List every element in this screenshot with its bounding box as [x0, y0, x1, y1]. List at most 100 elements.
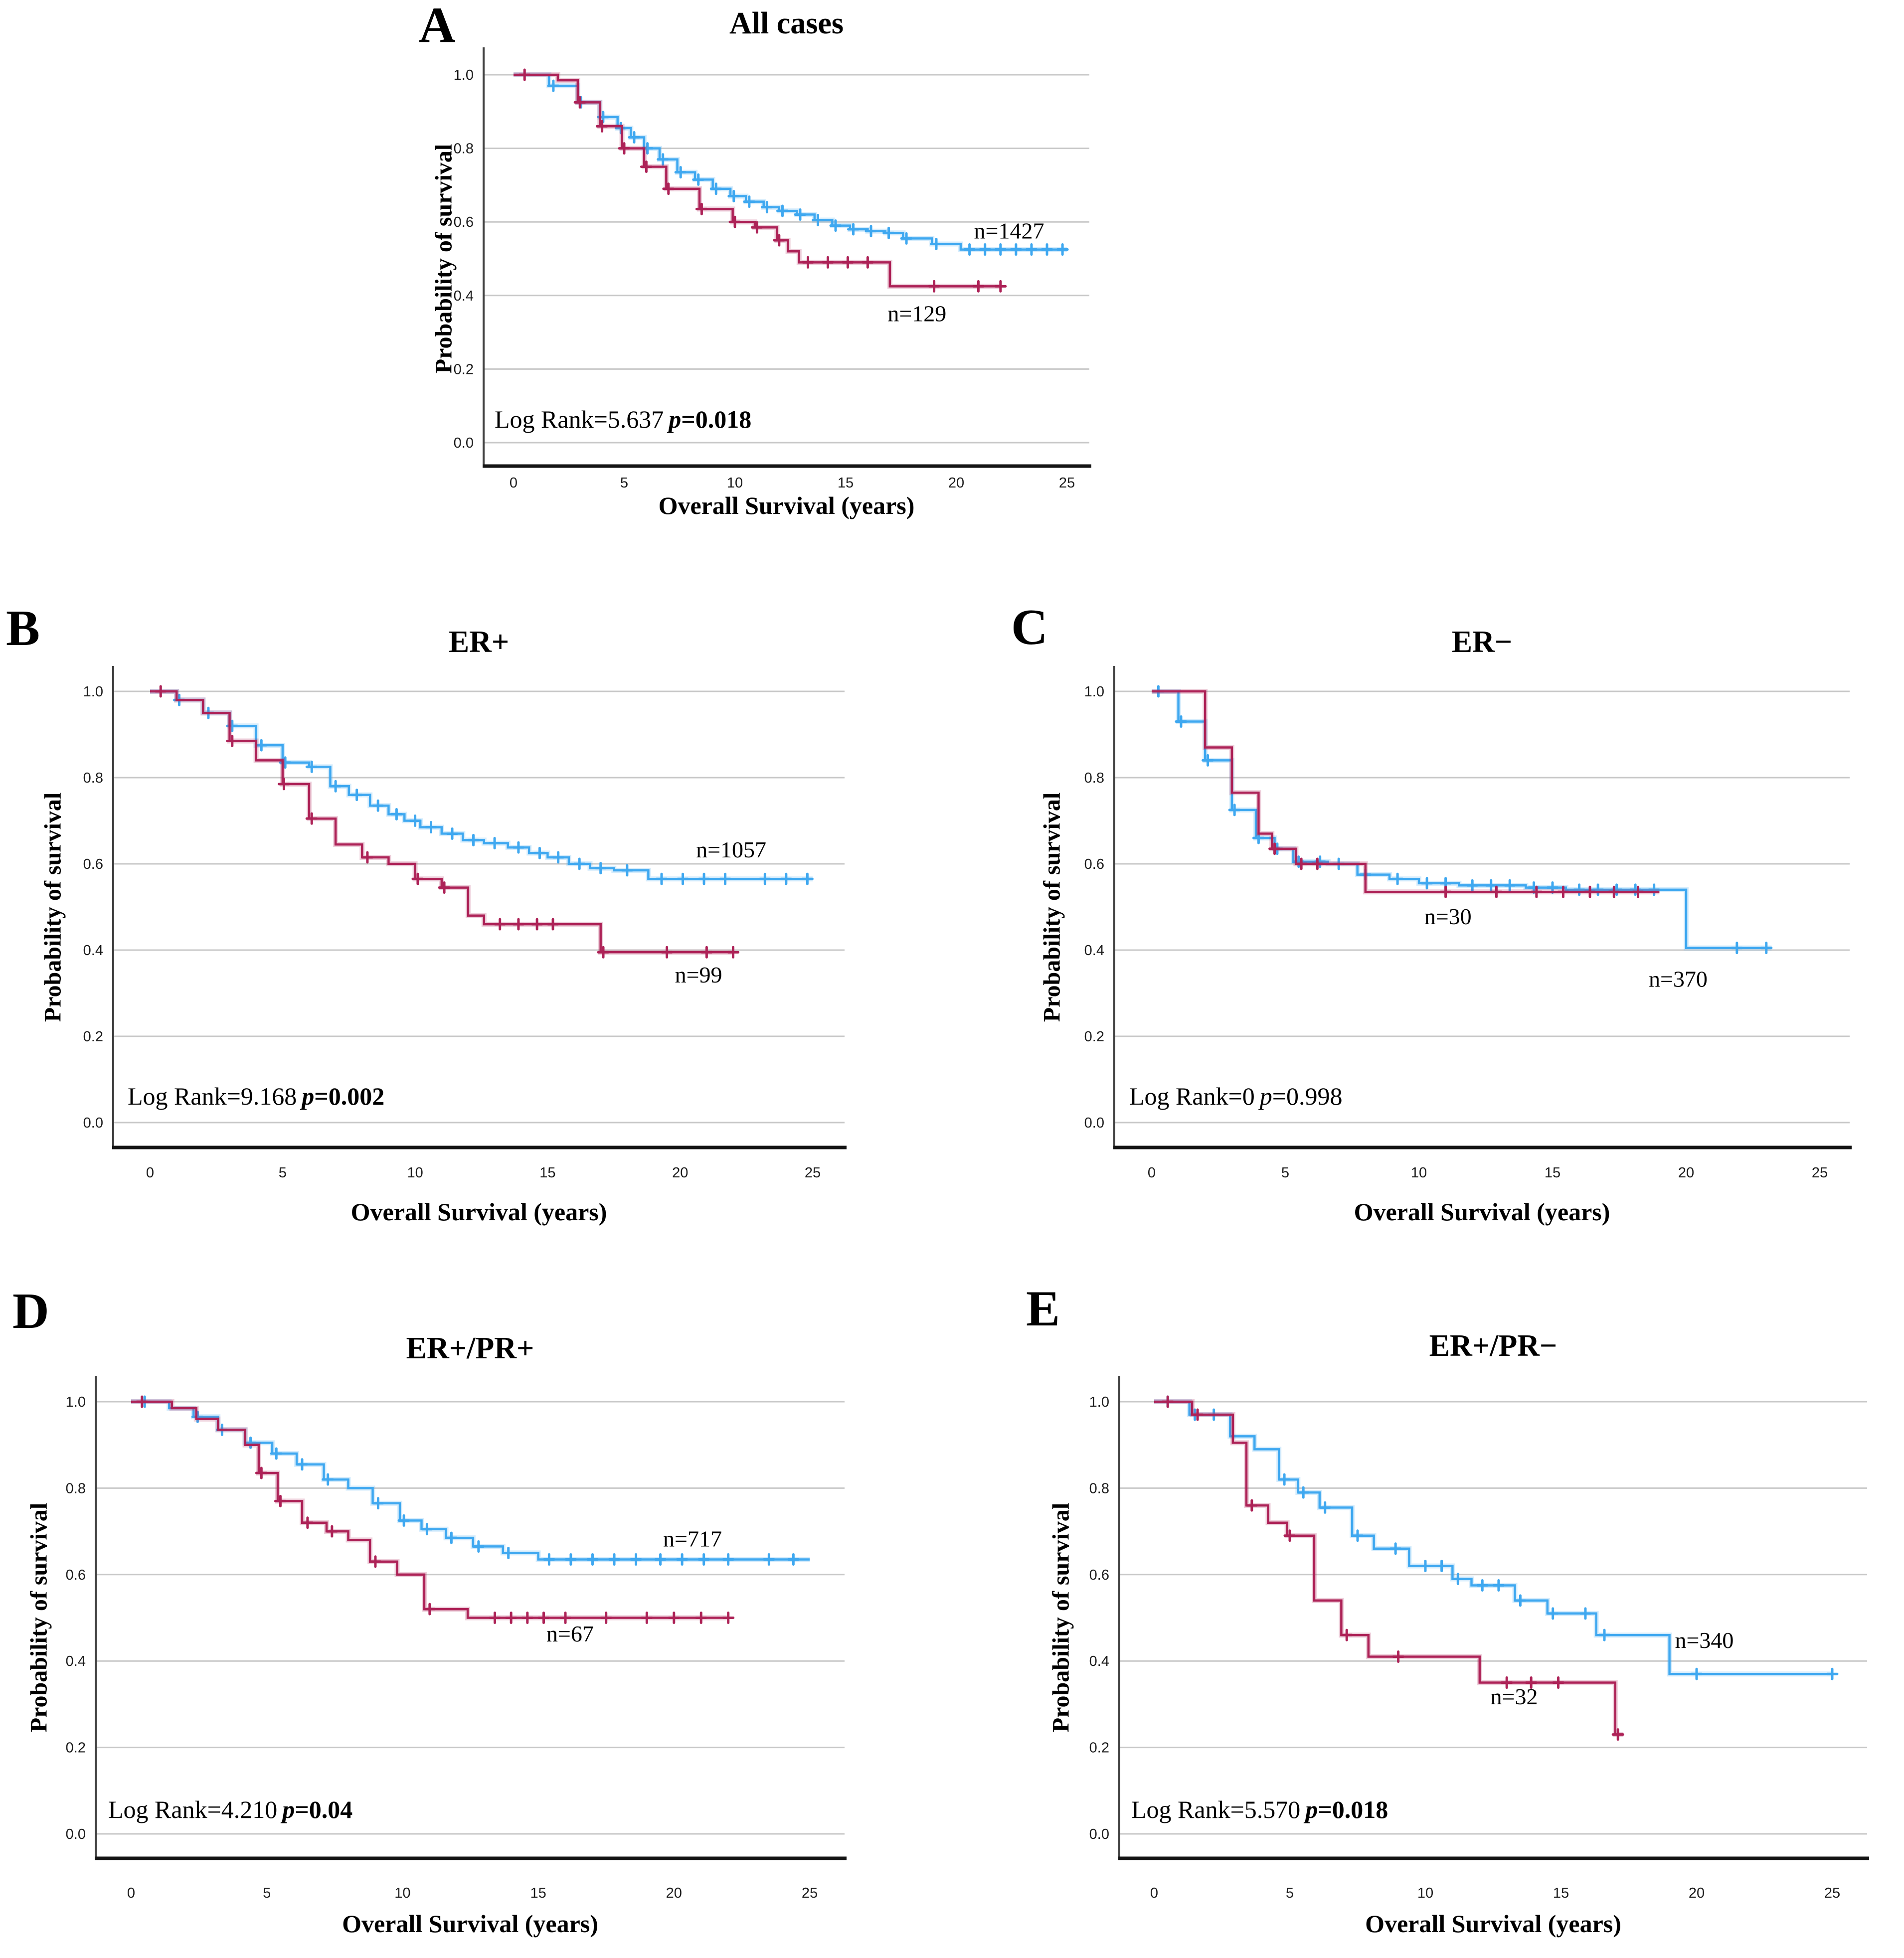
- panel-letter: D: [12, 1283, 49, 1339]
- series-n-label: n=717: [663, 1526, 722, 1551]
- km-plot-er-negative: 0.0 0.2 0.4 0.6 0.8 1.0 0 5 10 15 20 25 n=370 n=30: [1084, 666, 1852, 1181]
- log-rank-annotation: Log Rank=0 p=0.998: [1129, 1082, 1343, 1111]
- y-axis-label: Probability of survival: [430, 144, 457, 374]
- p-symbol: p: [302, 1082, 315, 1110]
- y-axis-label: Probability of survival: [25, 1502, 52, 1733]
- y-tick-label: 1.0: [83, 684, 103, 700]
- p-value: =0.998: [1272, 1082, 1343, 1110]
- y-tick-label: 0.8: [66, 1480, 86, 1496]
- series-n-label: n=99: [675, 962, 722, 987]
- series-n-label: n=67: [546, 1621, 594, 1646]
- x-tick-label: 10: [394, 1885, 410, 1901]
- series-n-label: n=340: [1675, 1628, 1733, 1653]
- y-tick-label: 0.4: [66, 1653, 86, 1669]
- p-value: =0.04: [295, 1795, 353, 1823]
- x-tick-label: 20: [666, 1885, 682, 1901]
- x-axis-label: Overall Survival (years): [342, 1910, 598, 1938]
- x-tick-label: 15: [838, 475, 854, 491]
- survival-curve-red: [1154, 1400, 1624, 1736]
- x-tick-label: 0: [510, 475, 518, 491]
- panel-letter: B: [6, 600, 40, 656]
- panel-letter: A: [419, 0, 456, 53]
- survival-curve-red: [150, 690, 733, 954]
- x-tick-label: 25: [802, 1885, 818, 1901]
- y-tick-label: 1.0: [1089, 1394, 1109, 1410]
- y-tick-label: 1.0: [66, 1394, 86, 1410]
- panel-title: ER+/PR+: [406, 1331, 534, 1365]
- y-tick-label: 0.2: [1084, 1029, 1104, 1045]
- y-tick-label: 0.8: [454, 141, 474, 157]
- x-tick-label: 20: [672, 1165, 688, 1181]
- x-tick-label: 0: [1148, 1165, 1156, 1181]
- x-tick-label: 20: [948, 475, 964, 491]
- log-rank-annotation: Log Rank=5.570 p=0.018: [1131, 1795, 1388, 1824]
- y-tick-label: 0.6: [83, 856, 103, 872]
- y-tick-label: 1.0: [454, 67, 474, 83]
- x-tick-label: 0: [146, 1165, 154, 1181]
- y-tick-label: 0.0: [83, 1115, 103, 1131]
- p-symbol: p: [282, 1795, 295, 1823]
- panel-title: ER−: [1451, 625, 1513, 659]
- p-value: =0.018: [681, 405, 752, 433]
- y-tick-label: 0.8: [83, 770, 103, 786]
- x-tick-label: 25: [1824, 1885, 1840, 1901]
- p-symbol: p: [1259, 1082, 1272, 1110]
- series-n-label: n=1427: [974, 218, 1044, 243]
- x-tick-label: 15: [1553, 1885, 1569, 1901]
- series-n-label: n=1057: [696, 837, 766, 862]
- y-tick-label: 0.0: [1084, 1115, 1104, 1131]
- log-rank-annotation: Log Rank=4.210 p=0.04: [108, 1795, 352, 1824]
- x-tick-label: 25: [805, 1165, 821, 1181]
- x-tick-label: 0: [1150, 1885, 1158, 1901]
- y-tick-label: 0.4: [83, 943, 103, 959]
- y-axis-label: Probability of survival: [39, 792, 66, 1022]
- log-rank-text: Log Rank=4.210: [108, 1795, 278, 1823]
- x-tick-label: 15: [539, 1165, 555, 1181]
- x-axis-label: Overall Survival (years): [1354, 1198, 1610, 1226]
- log-rank-text: Log Rank=0: [1129, 1082, 1255, 1110]
- log-rank-text: Log Rank=9.168: [128, 1082, 297, 1110]
- x-axis-label: Overall Survival (years): [1365, 1910, 1621, 1938]
- x-axis-label: Overall Survival (years): [350, 1198, 607, 1226]
- y-axis-label: Probability of survival: [1047, 1502, 1074, 1733]
- km-plot-er-pos-pr-neg: 0.0 0.2 0.4 0.6 0.8 1.0 0 5 10 15 20 25 n=340 n=32: [1089, 1376, 1869, 1901]
- x-tick-label: 25: [1059, 475, 1075, 491]
- series-n-label: n=32: [1491, 1684, 1538, 1709]
- km-plot-er-positive: 0.0 0.2 0.4 0.6 0.8 1.0 0 5 10 15 20 25 n=1057 n=99: [83, 666, 847, 1181]
- x-tick-label: 20: [1689, 1885, 1705, 1901]
- log-rank-annotation: Log Rank=5.637 p=0.018: [495, 405, 751, 434]
- p-value: =0.002: [314, 1082, 385, 1110]
- x-tick-label: 5: [1286, 1885, 1294, 1901]
- panel-letter: E: [1026, 1281, 1060, 1337]
- y-tick-label: 0.6: [66, 1567, 86, 1583]
- series-n-label: n=370: [1649, 967, 1708, 992]
- survival-curve-red: [514, 73, 1001, 288]
- y-axis-label: Probability of survival: [1039, 792, 1065, 1022]
- x-tick-label: 15: [1545, 1165, 1560, 1181]
- p-symbol: p: [669, 405, 682, 433]
- y-tick-label: 0.0: [1089, 1826, 1109, 1842]
- y-tick-label: 0.4: [1084, 943, 1104, 959]
- y-tick-label: 0.6: [454, 214, 474, 230]
- survival-curve-red: [131, 1400, 728, 1619]
- series-n-label: n=129: [887, 301, 946, 326]
- y-tick-label: 0.0: [66, 1826, 86, 1842]
- p-value: =0.018: [1318, 1795, 1388, 1823]
- x-tick-label: 10: [1411, 1165, 1427, 1181]
- panel-er-pos-pr-neg: 0.0 0.2 0.4 0.6 0.8 1.0 0 5 10 15 20 25 n=340 n=32 E …: [1012, 1269, 1904, 1958]
- log-rank-annotation: Log Rank=9.168 p=0.002: [128, 1082, 384, 1111]
- y-tick-label: 0.2: [1089, 1740, 1109, 1756]
- y-tick-label: 0.2: [454, 361, 474, 377]
- x-tick-label: 5: [263, 1885, 271, 1901]
- panel-er-pos-pr-pos: 0.0 0.2 0.4 0.6 0.8 1.0 0 5 10 15 20 25 n=717 n=67 D …: [0, 1269, 887, 1958]
- x-tick-label: 10: [407, 1165, 423, 1181]
- y-tick-label: 0.6: [1084, 856, 1104, 872]
- x-tick-label: 20: [1678, 1165, 1694, 1181]
- x-tick-label: 5: [1281, 1165, 1289, 1181]
- x-axis-label: Overall Survival (years): [658, 491, 915, 519]
- survival-curve-red: [1152, 690, 1660, 893]
- km-plot-all-cases: 0.0 0.2 0.4 0.6 0.8 1.0 0 5 10 15 20 25 n=1427 n=129: [454, 47, 1091, 491]
- x-tick-label: 15: [530, 1885, 546, 1901]
- x-tick-label: 5: [279, 1165, 287, 1181]
- survival-curve-blue: [1154, 1400, 1832, 1675]
